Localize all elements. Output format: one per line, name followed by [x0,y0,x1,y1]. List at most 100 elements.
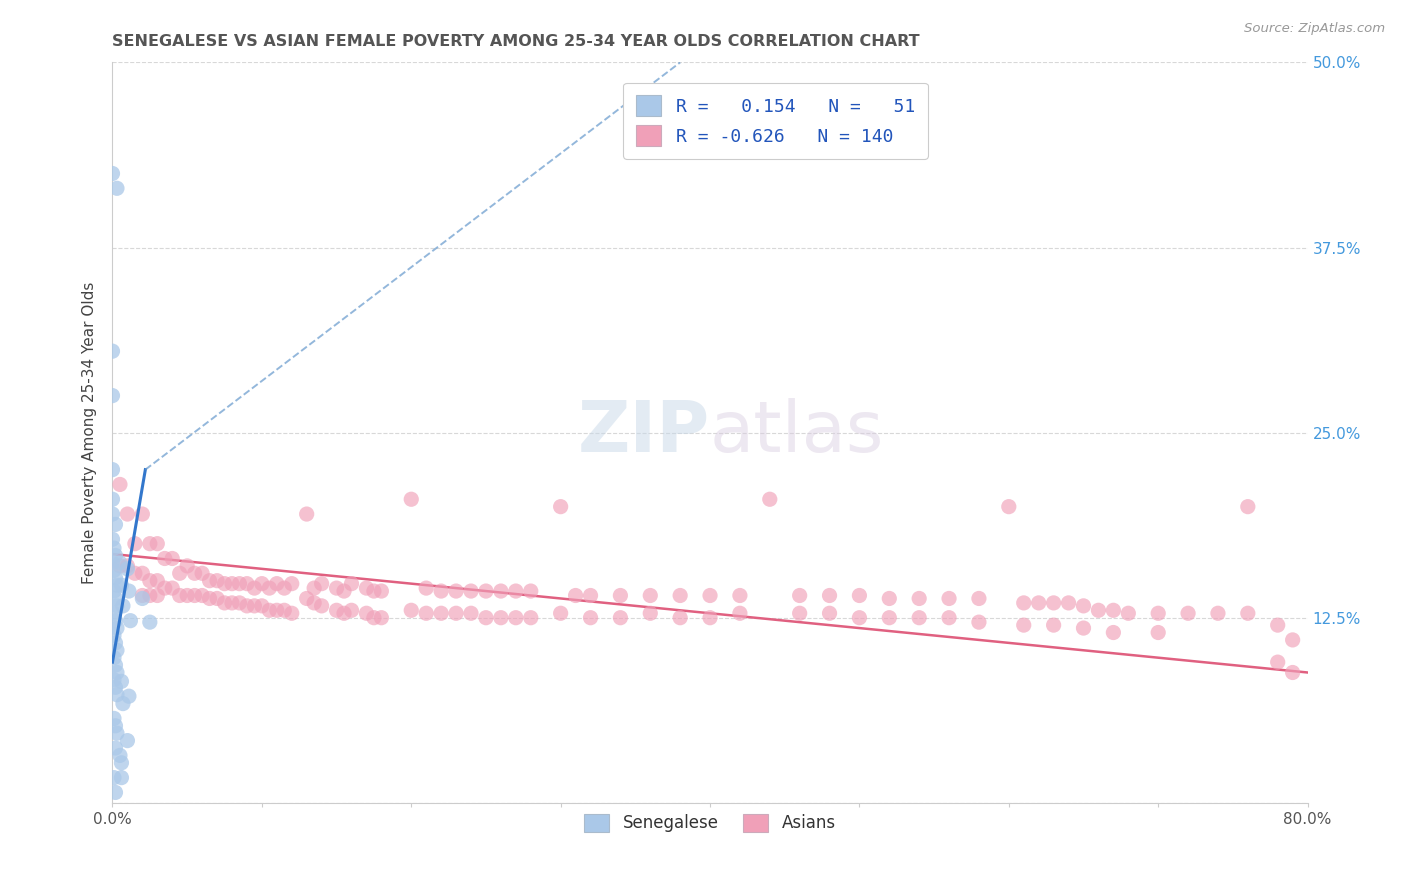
Point [205,574,228,588]
Point [104,719,127,733]
Point [669,610,692,624]
Point [236,599,259,613]
Point [259,581,281,595]
Point [1147,607,1170,621]
Point [162,581,183,595]
Point [415,607,437,621]
Point [475,584,498,599]
Point [250,576,273,591]
Point [131,507,153,521]
Text: Source: ZipAtlas.com: Source: ZipAtlas.com [1244,22,1385,36]
Point [311,576,333,591]
Point [1281,632,1303,647]
Point [273,603,295,617]
Point [1118,607,1140,621]
Point [489,584,512,599]
Point [1267,655,1289,669]
Point [105,643,128,657]
Point [108,477,131,491]
Point [848,589,870,603]
Point [430,584,453,599]
Point [101,344,124,359]
Point [967,615,990,629]
Point [105,665,128,680]
Point [139,574,162,588]
Point [118,584,141,599]
Point [104,658,127,673]
Point [640,589,662,603]
Point [104,571,127,585]
Point [118,689,141,703]
Point [273,581,295,595]
Point [110,756,132,770]
Point [103,584,125,599]
Point [967,591,990,606]
Point [505,584,527,599]
Point [789,589,811,603]
Point [111,599,134,613]
Point [609,589,631,603]
Point [640,607,662,621]
Point [520,610,543,624]
Point [104,549,127,563]
Point [103,541,125,555]
Point [908,610,931,624]
Point [104,681,127,695]
Point [117,507,139,521]
Point [105,599,128,613]
Text: ZIP: ZIP [578,398,710,467]
Point [108,748,131,763]
Point [520,584,543,599]
Point [818,589,841,603]
Point [401,603,423,617]
Point [728,589,751,603]
Point [444,607,467,621]
Legend: Senegalese, Asians: Senegalese, Asians [578,807,842,838]
Point [998,500,1021,514]
Point [104,741,127,756]
Point [198,591,221,606]
Point [101,166,124,180]
Point [103,711,125,725]
Point [169,589,191,603]
Point [108,558,131,573]
Point [228,576,250,591]
Point [214,596,236,610]
Point [879,591,901,606]
Point [266,576,288,591]
Point [243,581,266,595]
Point [198,574,221,588]
Point [699,610,721,624]
Point [1042,596,1064,610]
Point [176,589,198,603]
Point [169,566,191,581]
Point [146,589,169,603]
Point [221,576,243,591]
Point [1267,618,1289,632]
Point [699,589,721,603]
Point [105,688,128,702]
Point [295,591,318,606]
Point [818,607,841,621]
Point [550,500,572,514]
Point [564,589,586,603]
Point [325,603,347,617]
Point [104,591,127,606]
Point [759,492,782,507]
Point [1073,621,1095,635]
Point [131,566,153,581]
Point [111,697,134,711]
Point [340,576,363,591]
Point [101,462,124,476]
Point [789,607,811,621]
Point [104,785,127,799]
Point [183,589,205,603]
Y-axis label: Female Poverty Among 25-34 Year Olds: Female Poverty Among 25-34 Year Olds [82,282,97,583]
Point [146,574,169,588]
Point [356,581,378,595]
Point [460,607,482,621]
Point [1102,603,1125,617]
Point [110,578,132,592]
Point [363,610,385,624]
Point [444,584,467,599]
